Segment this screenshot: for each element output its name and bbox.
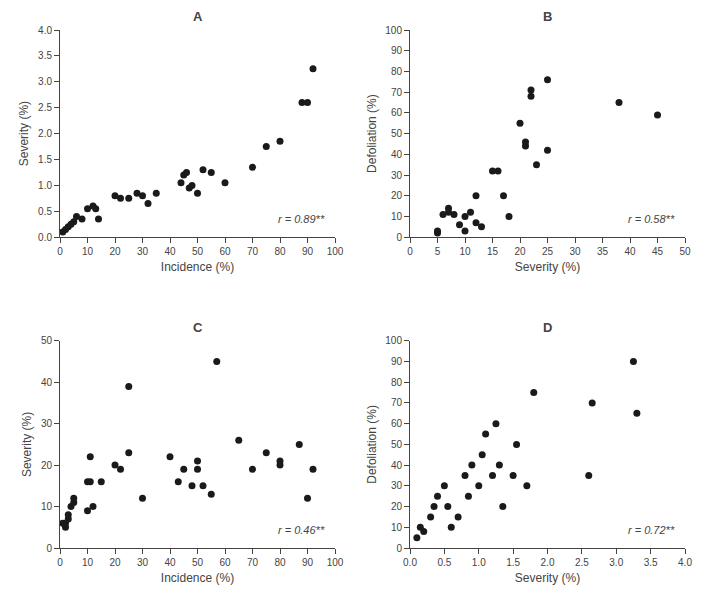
svg-text:r = 0.89**: r = 0.89** xyxy=(278,213,325,225)
svg-text:100: 100 xyxy=(327,557,344,568)
svg-text:Severity (%): Severity (%) xyxy=(20,412,34,477)
svg-text:40: 40 xyxy=(624,246,636,257)
svg-text:10: 10 xyxy=(41,501,53,512)
svg-text:10: 10 xyxy=(82,246,94,257)
svg-text:3.5: 3.5 xyxy=(644,557,658,568)
svg-text:20: 20 xyxy=(391,501,403,512)
svg-text:70: 70 xyxy=(391,87,403,98)
svg-text:40: 40 xyxy=(391,460,403,471)
svg-text:70: 70 xyxy=(391,397,403,408)
svg-text:30: 30 xyxy=(41,418,53,429)
svg-text:45: 45 xyxy=(652,246,664,257)
svg-text:2.0: 2.0 xyxy=(541,557,555,568)
svg-text:r = 0.72**: r = 0.72** xyxy=(628,524,675,536)
svg-text:0.5: 0.5 xyxy=(437,557,451,568)
svg-text:10: 10 xyxy=(391,211,403,222)
svg-text:20: 20 xyxy=(109,557,121,568)
svg-text:60: 60 xyxy=(391,107,403,118)
svg-text:20: 20 xyxy=(514,246,526,257)
svg-text:0: 0 xyxy=(396,232,402,243)
svg-text:2.5: 2.5 xyxy=(575,557,589,568)
svg-text:4.0: 4.0 xyxy=(38,25,52,36)
svg-text:2.0: 2.0 xyxy=(38,128,52,139)
svg-text:60: 60 xyxy=(219,557,231,568)
svg-text:3.0: 3.0 xyxy=(609,557,623,568)
svg-text:r = 0.58**: r = 0.58** xyxy=(628,213,675,225)
svg-text:50: 50 xyxy=(391,439,403,450)
svg-text:40: 40 xyxy=(164,246,176,257)
svg-text:50: 50 xyxy=(391,128,403,139)
svg-text:0.0: 0.0 xyxy=(38,232,52,243)
svg-text:Incidence (%): Incidence (%) xyxy=(161,260,234,274)
svg-text:90: 90 xyxy=(302,557,314,568)
svg-text:10: 10 xyxy=(459,246,471,257)
svg-text:90: 90 xyxy=(391,45,403,56)
svg-text:4.0: 4.0 xyxy=(678,557,692,568)
svg-text:r = 0.46**: r = 0.46** xyxy=(278,524,325,536)
svg-text:20: 20 xyxy=(109,246,121,257)
svg-text:50: 50 xyxy=(41,335,53,346)
svg-text:20: 20 xyxy=(391,190,403,201)
svg-text:100: 100 xyxy=(327,246,344,257)
svg-text:0.0: 0.0 xyxy=(403,557,417,568)
svg-text:0: 0 xyxy=(407,246,413,257)
svg-text:100: 100 xyxy=(385,335,402,346)
svg-text:25: 25 xyxy=(542,246,554,257)
svg-text:50: 50 xyxy=(192,246,204,257)
svg-text:30: 30 xyxy=(137,557,149,568)
svg-text:1.5: 1.5 xyxy=(38,154,52,165)
svg-text:15: 15 xyxy=(487,246,499,257)
svg-text:20: 20 xyxy=(41,460,53,471)
svg-text:0: 0 xyxy=(57,246,63,257)
svg-text:40: 40 xyxy=(41,377,53,388)
svg-text:30: 30 xyxy=(391,480,403,491)
svg-text:Severity (%): Severity (%) xyxy=(17,101,31,166)
svg-text:30: 30 xyxy=(391,170,403,181)
svg-text:70: 70 xyxy=(247,557,259,568)
svg-text:60: 60 xyxy=(219,246,231,257)
svg-text:50: 50 xyxy=(679,246,691,257)
svg-text:30: 30 xyxy=(569,246,581,257)
svg-text:0: 0 xyxy=(396,543,402,554)
svg-text:35: 35 xyxy=(597,246,609,257)
svg-text:0: 0 xyxy=(46,543,52,554)
svg-text:30: 30 xyxy=(137,246,149,257)
svg-text:100: 100 xyxy=(385,25,402,36)
svg-text:10: 10 xyxy=(391,522,403,533)
svg-text:80: 80 xyxy=(391,66,403,77)
svg-text:0.5: 0.5 xyxy=(38,206,52,217)
svg-text:1.0: 1.0 xyxy=(472,557,486,568)
svg-text:70: 70 xyxy=(247,246,259,257)
svg-text:10: 10 xyxy=(82,557,94,568)
svg-text:1.5: 1.5 xyxy=(506,557,520,568)
svg-text:0: 0 xyxy=(57,557,63,568)
svg-text:80: 80 xyxy=(274,246,286,257)
svg-text:5: 5 xyxy=(435,246,441,257)
svg-text:40: 40 xyxy=(391,149,403,160)
svg-text:80: 80 xyxy=(391,377,403,388)
svg-text:C: C xyxy=(193,320,203,335)
svg-text:2.5: 2.5 xyxy=(38,102,52,113)
svg-text:Incidence (%): Incidence (%) xyxy=(161,571,234,585)
svg-text:A: A xyxy=(193,9,203,24)
svg-text:3.0: 3.0 xyxy=(38,76,52,87)
svg-text:1.0: 1.0 xyxy=(38,180,52,191)
svg-text:80: 80 xyxy=(274,557,286,568)
svg-text:Defoliation (%): Defoliation (%) xyxy=(365,94,379,173)
svg-text:B: B xyxy=(543,9,552,24)
svg-text:Severity (%): Severity (%) xyxy=(515,571,580,585)
svg-text:40: 40 xyxy=(164,557,176,568)
svg-text:60: 60 xyxy=(391,418,403,429)
svg-text:90: 90 xyxy=(391,356,403,367)
svg-text:50: 50 xyxy=(192,557,204,568)
svg-text:Severity (%): Severity (%) xyxy=(515,260,580,274)
svg-text:Defoliation (%): Defoliation (%) xyxy=(365,405,379,484)
svg-text:D: D xyxy=(543,320,552,335)
svg-text:90: 90 xyxy=(302,246,314,257)
svg-text:3.5: 3.5 xyxy=(38,50,52,61)
